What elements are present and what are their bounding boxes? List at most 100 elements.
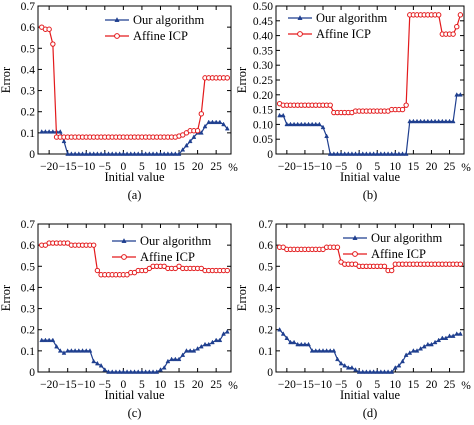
data-point xyxy=(120,369,126,374)
data-point xyxy=(436,337,442,343)
data-point xyxy=(457,12,464,18)
y-tick-label: 0.1 xyxy=(21,346,36,358)
y-tick-label: 0.10 xyxy=(253,119,273,131)
legend: Our algorithm Affine ICP xyxy=(105,13,204,43)
data-point xyxy=(457,92,463,97)
y-tick-label: 0.4 xyxy=(259,282,274,294)
series-our-algorithm xyxy=(277,326,463,374)
data-point xyxy=(57,129,63,134)
x-axis-label: Initial value xyxy=(340,170,400,184)
data-point xyxy=(72,151,78,156)
x-tick-label: −15 xyxy=(296,379,314,391)
data-point xyxy=(191,348,197,353)
series-affine-icp xyxy=(276,12,464,116)
data-point xyxy=(132,369,137,374)
data-point xyxy=(161,151,167,156)
y-tick-label: 0.3 xyxy=(21,86,36,98)
legend: Our algorithm Affine ICP xyxy=(288,11,387,41)
x-tick-label: −20 xyxy=(278,161,296,173)
data-point xyxy=(194,128,201,134)
legend-entry: Affine ICP xyxy=(133,29,188,43)
data-point xyxy=(331,151,337,156)
data-point xyxy=(87,151,93,156)
chart-panel-d: 00.10.20.30.40.50.60.7−20 −15 −10 −5 0 5 10 15 2… xyxy=(235,219,471,420)
data-point xyxy=(421,343,427,349)
data-point xyxy=(457,331,463,336)
x-tick-label: 20 xyxy=(426,379,438,391)
data-point xyxy=(180,352,186,357)
data-point xyxy=(443,118,449,124)
data-point xyxy=(98,362,104,368)
y-tick-label: 0.7 xyxy=(21,1,36,13)
data-point xyxy=(378,151,384,156)
data-point xyxy=(403,352,409,357)
series-line xyxy=(41,26,228,138)
x-tick-label: 0 xyxy=(356,161,362,173)
data-point xyxy=(150,369,156,374)
data-point xyxy=(102,151,108,156)
data-point xyxy=(414,348,420,353)
y-tick-label: 0.1 xyxy=(21,128,36,140)
data-point xyxy=(54,343,59,349)
data-point xyxy=(381,263,388,269)
data-point xyxy=(158,151,163,156)
data-point xyxy=(43,129,48,134)
y-tick-label: 0.1 xyxy=(259,346,274,358)
data-point xyxy=(457,261,464,267)
data-point xyxy=(298,121,304,127)
data-point xyxy=(76,151,82,156)
data-point xyxy=(83,151,89,156)
legend-marker xyxy=(121,238,127,243)
data-point xyxy=(436,118,442,124)
data-point xyxy=(439,335,445,340)
x-unit-label: % xyxy=(461,380,471,392)
data-point xyxy=(295,121,301,127)
data-point xyxy=(421,118,427,124)
data-point xyxy=(210,339,215,345)
data-point xyxy=(280,112,286,118)
data-point xyxy=(277,112,283,118)
x-tick-label: −15 xyxy=(59,161,77,173)
chart-panel-a: 0 0.1 0.2 0.3 0.4 0.5 0.6 0.7 −20 −15 −10 −5 0 5 10 15 2… xyxy=(0,1,238,202)
data-point xyxy=(450,118,456,124)
data-point xyxy=(435,12,442,18)
data-point xyxy=(57,348,63,353)
data-point xyxy=(46,129,52,134)
legend-entry: Our algorithm xyxy=(133,13,204,27)
data-point xyxy=(61,138,67,144)
data-point xyxy=(187,348,193,353)
data-point xyxy=(124,151,130,156)
data-point xyxy=(360,369,366,374)
panel-caption: (d) xyxy=(363,406,378,420)
x-tick-label: −5 xyxy=(99,161,111,173)
data-point xyxy=(396,151,402,156)
data-point xyxy=(172,356,178,362)
data-point xyxy=(165,151,171,156)
data-point xyxy=(302,121,308,127)
data-point xyxy=(224,329,230,334)
data-point xyxy=(165,358,171,364)
data-point xyxy=(327,151,333,156)
data-point xyxy=(146,369,152,374)
data-point xyxy=(400,151,405,156)
data-point xyxy=(414,118,420,124)
y-tick-label: 0.15 xyxy=(253,105,273,117)
data-point xyxy=(46,337,52,343)
data-point xyxy=(198,111,205,117)
data-point xyxy=(198,343,204,349)
x-tick-label: −5 xyxy=(335,379,347,391)
data-point xyxy=(360,151,366,156)
data-point xyxy=(180,147,186,152)
data-point xyxy=(206,341,212,347)
data-point xyxy=(450,333,456,338)
data-point xyxy=(76,348,82,353)
data-point xyxy=(65,151,71,156)
x-tick-label: −5 xyxy=(335,161,347,173)
data-point xyxy=(217,337,223,343)
data-point xyxy=(403,102,409,108)
data-point xyxy=(367,151,373,156)
data-point xyxy=(342,362,348,368)
data-point xyxy=(295,341,301,347)
data-point xyxy=(46,26,52,32)
x-tick-label: 15 xyxy=(408,161,420,173)
